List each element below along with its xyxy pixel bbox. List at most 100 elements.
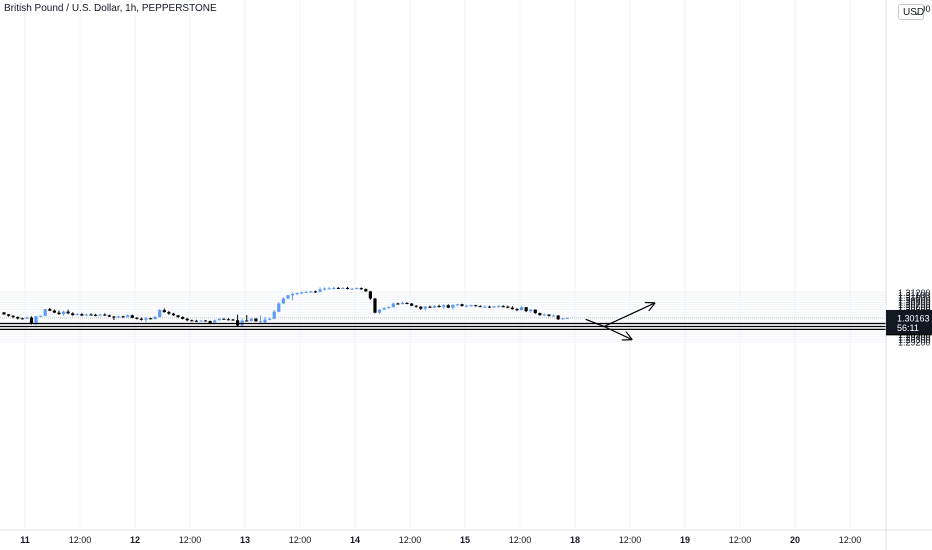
candle-up: [529, 309, 533, 312]
currency-button-label: USD: [903, 7, 925, 18]
candle-up: [39, 315, 43, 317]
candle-down: [2, 312, 6, 315]
candle-down: [478, 306, 482, 308]
candle-down: [148, 318, 153, 320]
price-tick-label: 1.30700: [898, 300, 931, 310]
candle-up: [272, 311, 276, 319]
time-tick-label: 12:00: [179, 535, 202, 545]
candle-up: [432, 305, 437, 308]
candle-down: [185, 318, 189, 321]
candle-up: [84, 314, 89, 316]
candle-up: [300, 292, 304, 294]
candle-down: [359, 288, 363, 290]
candle-down: [245, 320, 249, 322]
candle-up: [377, 309, 382, 313]
candle-down: [446, 305, 450, 308]
countdown-text: 56:11: [897, 323, 919, 333]
candle-down: [29, 317, 34, 324]
time-tick-label: 12:00: [729, 535, 752, 545]
candle-down: [194, 320, 198, 322]
candle-down: [336, 287, 340, 289]
time-tick-label: 12:00: [619, 535, 642, 545]
candle-down: [181, 317, 185, 319]
candle-down: [103, 314, 107, 316]
candle-down: [410, 303, 414, 306]
candle-down: [487, 306, 492, 308]
candle-series: [2, 286, 569, 328]
candle-up: [464, 305, 469, 307]
horizontal-levels[interactable]: [0, 322, 886, 330]
candle-up: [295, 293, 299, 295]
candle-up: [561, 318, 565, 320]
time-tick-label: 12:00: [289, 535, 312, 545]
candle-up: [355, 288, 359, 290]
candle-up: [442, 305, 446, 307]
candle-down: [405, 302, 409, 304]
time-axis[interactable]: 11 12:00 12 12:00 13 12:00 14 12:00 15 12:00 18 12:…: [20, 535, 861, 545]
candle-up: [542, 314, 547, 316]
candle-down: [71, 313, 75, 316]
candle-down: [222, 318, 226, 320]
candle-up: [332, 287, 336, 289]
time-tick-label: 14: [350, 535, 360, 545]
candle-down: [226, 319, 231, 321]
price-tick-label: 1.30900: [898, 295, 931, 305]
candle-down: [20, 318, 24, 320]
time-tick-label: 12: [130, 535, 140, 545]
candle-down: [524, 307, 528, 312]
candle-up: [469, 305, 473, 307]
candle-up: [249, 318, 253, 322]
candle-up: [382, 308, 386, 310]
candle-down: [162, 310, 166, 313]
candle-down: [368, 291, 372, 299]
candle-down: [556, 315, 560, 320]
time-tick-label: 11: [20, 535, 30, 545]
time-tick-label: 19: [680, 535, 690, 545]
candle-up: [350, 288, 354, 290]
candle-up: [341, 287, 345, 289]
candle-up: [34, 316, 38, 325]
candle-down: [474, 305, 478, 307]
candle-up: [455, 304, 460, 306]
candle-up: [116, 316, 121, 318]
candle-down: [80, 314, 84, 316]
candle-down: [130, 315, 134, 318]
candle-up: [153, 317, 157, 320]
candle-down: [231, 319, 235, 321]
candle-down: [208, 321, 212, 323]
candle-up: [492, 306, 496, 308]
candle-down: [313, 291, 318, 293]
candle-up: [309, 291, 313, 293]
symbol-title[interactable]: British Pound / U.S. Dollar, 1h, PEPPERS…: [4, 3, 217, 14]
candle-down: [48, 309, 52, 311]
candle-down: [460, 304, 464, 306]
candle-up: [277, 303, 281, 312]
candle-up: [286, 295, 290, 299]
current-price-text: 1.30163: [897, 313, 930, 323]
candle-up: [387, 307, 391, 309]
candle-up: [483, 306, 487, 308]
time-tick-label: 12:00: [839, 535, 862, 545]
candle-down: [176, 315, 180, 318]
candle-down: [396, 303, 400, 305]
candle-down: [112, 316, 116, 318]
candle-up: [213, 320, 217, 323]
candle-down: [533, 309, 537, 314]
candle-down: [501, 306, 505, 308]
projection-arrows[interactable]: [585, 303, 655, 339]
currency-button[interactable]: USD ⌄: [898, 4, 924, 20]
candle-up: [304, 291, 308, 293]
time-tick-label: 18: [570, 535, 580, 545]
projection-arrow-down[interactable]: [603, 325, 631, 339]
chevron-down-icon: ⌄: [913, 8, 920, 17]
candle-down: [364, 289, 368, 292]
candle-up: [451, 304, 455, 308]
time-tick-label: 12:00: [399, 535, 422, 545]
candle-up: [258, 321, 263, 323]
candle-up: [263, 319, 267, 323]
price-tick-label: 1.30800: [898, 298, 931, 308]
price-axis[interactable]: 1.312001.311001.310001.309001.308001.307…: [898, 4, 931, 347]
candle-up: [290, 293, 295, 296]
candle-up: [240, 320, 244, 326]
